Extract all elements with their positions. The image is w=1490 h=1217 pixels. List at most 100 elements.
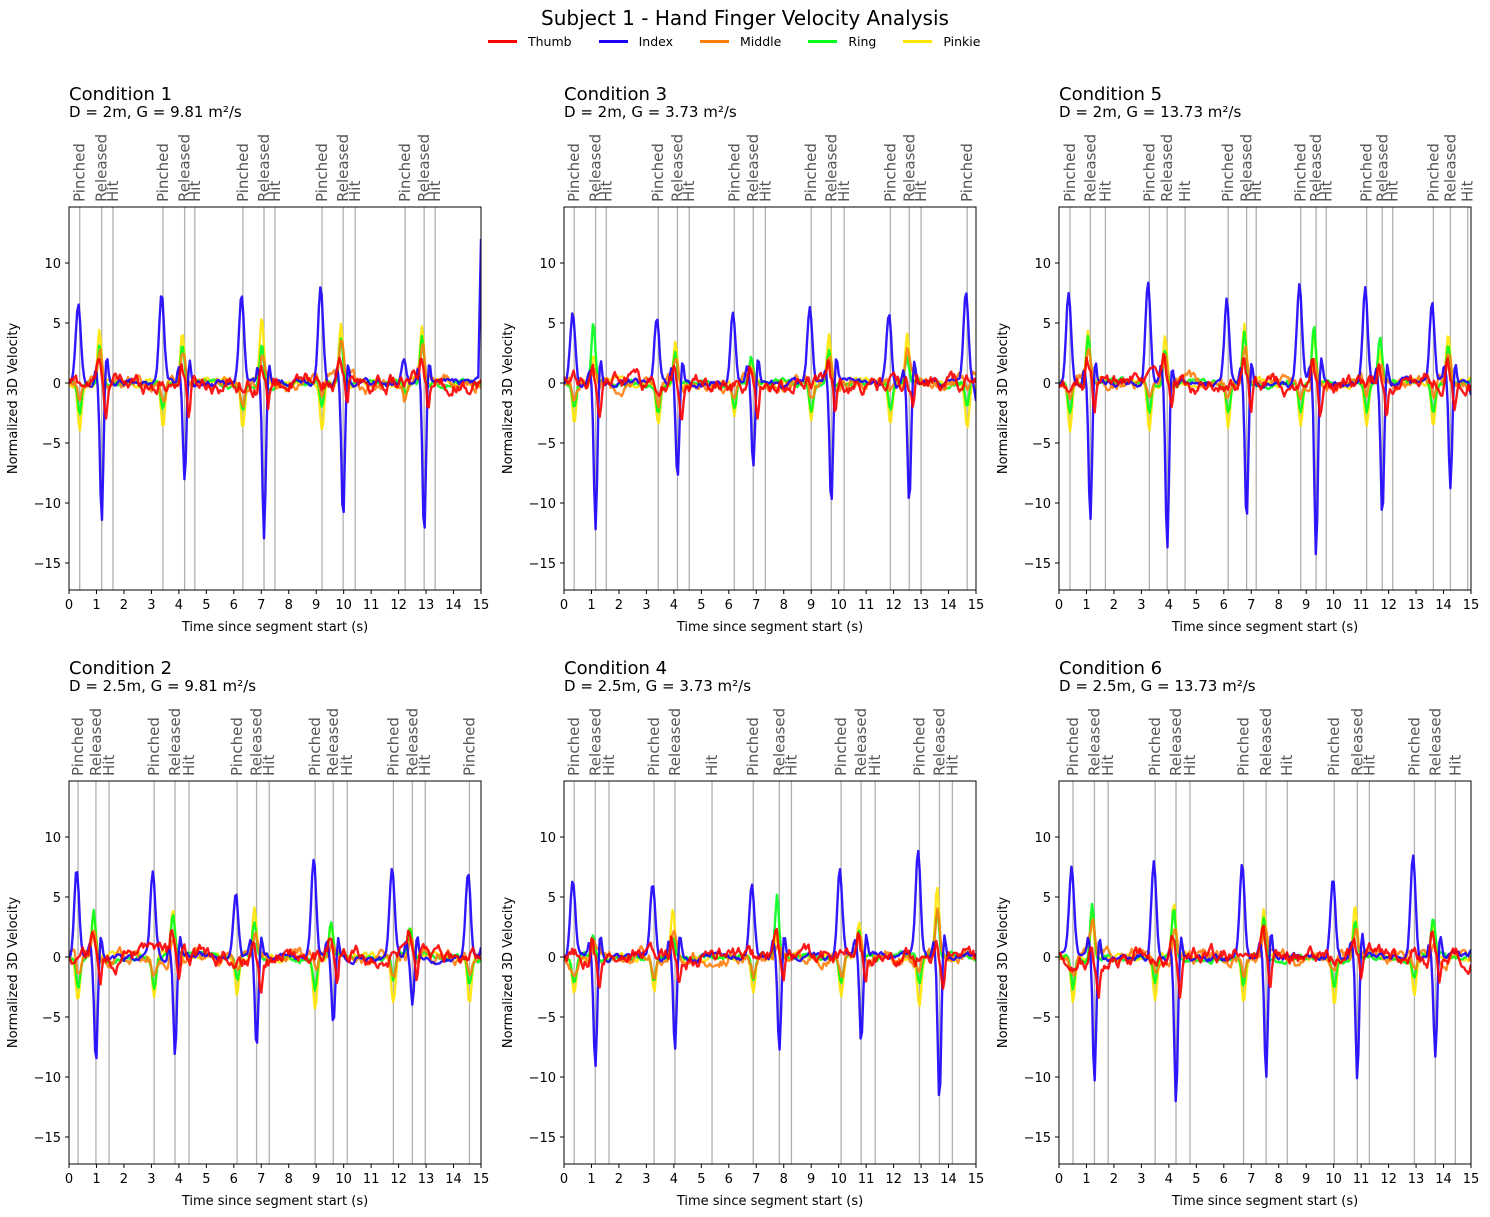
x-axis-label: Time since segment start (s) (181, 620, 368, 635)
event-label-pinched: Pinched (384, 717, 402, 776)
x-tick-label: 0 (65, 1172, 73, 1187)
x-tick-label: 13 (913, 1172, 930, 1187)
event-label-pinched: Pinched (145, 717, 163, 776)
x-tick-label: 12 (1380, 598, 1397, 613)
y-tick-label: −15 (34, 1131, 61, 1146)
event-label-released: Released (415, 134, 433, 202)
x-tick-label: 9 (807, 1172, 815, 1187)
subplot-subtitle: D = 2m, G = 9.81 m²/s (69, 103, 242, 121)
subplot-subtitle: D = 2m, G = 3.73 m²/s (564, 103, 737, 121)
series-line-thumb (1059, 352, 1471, 418)
x-tick-label: 4 (670, 598, 678, 613)
x-tick-label: 7 (752, 598, 760, 613)
x-tick-label: 9 (1302, 598, 1310, 613)
y-tick-label: −5 (42, 1011, 61, 1026)
event-label-hit: Hit (782, 755, 800, 776)
event-label-released: Released (666, 708, 684, 776)
x-tick-label: 8 (1275, 1172, 1283, 1187)
y-tick-label: −15 (1024, 557, 1051, 572)
x-tick-label: 6 (1220, 1172, 1228, 1187)
x-tick-label: 8 (285, 598, 293, 613)
y-tick-label: 5 (1043, 891, 1051, 906)
event-label-pinched: Pinched (71, 143, 89, 202)
event-label-pinched: Pinched (802, 143, 820, 202)
event-label-released: Released (668, 134, 686, 202)
event-label-pinched: Pinched (910, 717, 928, 776)
event-label-pinched: Pinched (1146, 717, 1164, 776)
x-tick-label: 0 (65, 598, 73, 613)
y-axis-label: Normalized 3D Velocity (6, 323, 21, 475)
event-label-hit: Hit (338, 755, 356, 776)
event-label-released: Released (1307, 134, 1325, 202)
x-axis-label: Time since segment start (s) (676, 620, 863, 635)
x-tick-label: 14 (1435, 1172, 1452, 1187)
event-label-hit: Hit (597, 181, 615, 202)
event-label-pinched: Pinched (1325, 717, 1343, 776)
event-label-hit: Hit (416, 755, 434, 776)
legend-label: Index (638, 33, 674, 49)
event-label-released: Released (744, 134, 762, 202)
y-tick-label: 5 (53, 891, 61, 906)
event-label-released: Released (255, 134, 273, 202)
x-tick-label: 2 (1110, 598, 1118, 613)
x-tick-label: 9 (807, 598, 815, 613)
event-label-hit: Hit (1446, 755, 1464, 776)
event-label-released: Released (324, 708, 342, 776)
y-tick-label: 10 (44, 831, 61, 846)
x-tick-label: 4 (1165, 598, 1173, 613)
event-label-pinched: Pinched (1219, 143, 1237, 202)
x-tick-label: 6 (725, 598, 733, 613)
event-label-pinched: Pinched (1424, 143, 1442, 202)
y-tick-label: 0 (53, 951, 61, 966)
event-label-hit: Hit (426, 181, 444, 202)
x-tick-label: 10 (1325, 598, 1342, 613)
x-tick-label: 1 (587, 598, 595, 613)
x-tick-label: 10 (830, 1172, 847, 1187)
event-label-hit: Hit (346, 181, 364, 202)
x-tick-label: 8 (780, 1172, 788, 1187)
event-label-hit: Hit (866, 755, 884, 776)
x-tick-label: 13 (1408, 598, 1425, 613)
x-tick-label: 12 (885, 1172, 902, 1187)
x-tick-label: 4 (670, 1172, 678, 1187)
event-label-released: Released (1426, 708, 1444, 776)
event-label-released: Released (403, 708, 421, 776)
x-tick-label: 15 (1463, 1172, 1480, 1187)
y-tick-label: −10 (34, 497, 61, 512)
x-tick-label: 2 (120, 1172, 128, 1187)
x-axis-label: Time since segment start (s) (181, 1194, 368, 1209)
x-tick-label: 7 (257, 598, 265, 613)
y-tick-label: −15 (529, 557, 556, 572)
subplot-title: Condition 4 (564, 658, 667, 679)
subplot-title: Condition 1 (69, 84, 172, 105)
event-label-pinched: Pinched (565, 717, 583, 776)
x-tick-label: 15 (473, 1172, 490, 1187)
x-tick-label: 2 (1110, 1172, 1118, 1187)
event-label-hit: Hit (1099, 755, 1117, 776)
event-label-pinched: Pinched (396, 143, 414, 202)
event-label-hit: Hit (680, 181, 698, 202)
x-tick-label: 14 (940, 1172, 957, 1187)
event-label-pinched: Pinched (744, 717, 762, 776)
x-tick-label: 2 (615, 1172, 623, 1187)
x-tick-label: 7 (752, 1172, 760, 1187)
x-tick-label: 3 (1137, 1172, 1145, 1187)
event-label-released: Released (248, 708, 266, 776)
event-label-released: Released (1081, 134, 1099, 202)
event-label-hit: Hit (1317, 181, 1335, 202)
axes-frame (563, 780, 977, 1165)
event-label-hit: Hit (260, 755, 278, 776)
event-label-released: Released (166, 708, 184, 776)
legend-label: Ring (848, 33, 877, 49)
x-tick-label: 15 (1463, 598, 1480, 613)
x-tick-label: 11 (363, 598, 380, 613)
x-tick-label: 7 (257, 1172, 265, 1187)
x-tick-label: 11 (1353, 1172, 1370, 1187)
event-label-hit: Hit (703, 755, 721, 776)
x-tick-label: 10 (335, 598, 352, 613)
series-line-thumb (564, 359, 976, 421)
x-tick-label: 1 (587, 1172, 595, 1187)
x-tick-label: 12 (1380, 1172, 1397, 1187)
legend-swatch-thumb (488, 39, 517, 43)
